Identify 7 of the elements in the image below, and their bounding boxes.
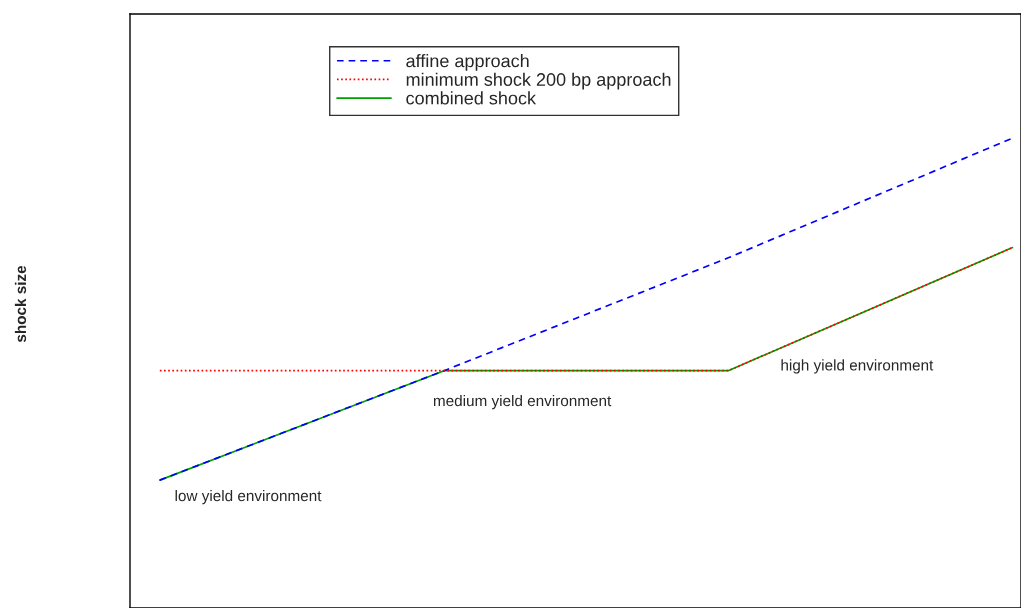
text: low yield environment — [175, 490, 322, 505]
legend-label: minimum shock 200 bp approach — [406, 72, 671, 90]
annotation: high yield environment — [781, 359, 934, 374]
legend-label: combined shock — [406, 91, 537, 105]
y-axis-title: shock size — [14, 265, 27, 343]
annotation: medium yield environment — [433, 394, 612, 410]
legend-label: affine approach — [406, 54, 529, 71]
